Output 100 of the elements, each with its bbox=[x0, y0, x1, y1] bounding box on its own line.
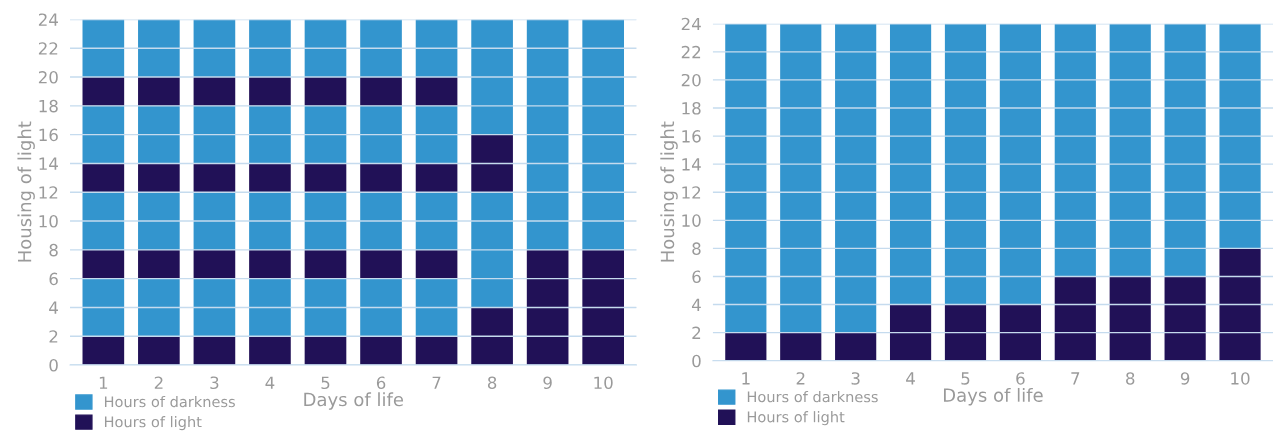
y-tick-label: 2 bbox=[692, 326, 701, 339]
bar bbox=[582, 249, 624, 366]
y-tick-label: 16 bbox=[39, 128, 58, 142]
bar bbox=[304, 19, 347, 78]
bar bbox=[304, 105, 347, 164]
bar bbox=[193, 19, 236, 78]
bar bbox=[471, 192, 513, 308]
bar bbox=[193, 278, 236, 337]
bar bbox=[82, 105, 125, 164]
bar bbox=[82, 192, 125, 250]
x-tick-label: 4 bbox=[906, 372, 915, 385]
bar bbox=[415, 19, 458, 78]
y-tick-label: 0 bbox=[49, 359, 58, 372]
bar bbox=[304, 163, 347, 193]
bar bbox=[944, 304, 987, 361]
bar bbox=[82, 163, 125, 193]
bar bbox=[1054, 23, 1096, 277]
x-tick-label: 6 bbox=[1016, 372, 1025, 385]
x-tick-label: 8 bbox=[487, 376, 497, 390]
bar bbox=[1164, 23, 1206, 277]
bar bbox=[725, 23, 767, 333]
bar bbox=[835, 23, 877, 333]
bar bbox=[82, 278, 125, 337]
bar bbox=[193, 105, 236, 164]
x-tick-label: 7 bbox=[432, 376, 441, 389]
y-tick-label: 10 bbox=[39, 215, 58, 228]
x-tick-label: 2 bbox=[796, 372, 805, 385]
x-tick-label: 10 bbox=[594, 376, 613, 390]
y-tick-label: 4 bbox=[691, 298, 701, 311]
bar bbox=[1164, 276, 1206, 361]
bar bbox=[415, 105, 458, 164]
bar bbox=[415, 163, 458, 193]
bar bbox=[138, 278, 180, 337]
x-tick-label: 9 bbox=[1180, 372, 1190, 385]
bar bbox=[249, 19, 291, 78]
bar bbox=[360, 19, 402, 78]
bar bbox=[780, 332, 822, 361]
bar bbox=[82, 19, 125, 78]
y-tick-label: 14 bbox=[682, 158, 701, 171]
bar bbox=[999, 23, 1041, 305]
bar bbox=[138, 105, 180, 164]
bar bbox=[304, 249, 347, 279]
bar bbox=[249, 192, 291, 250]
x-tick-label: 1 bbox=[99, 376, 108, 389]
bar bbox=[360, 192, 402, 250]
bar bbox=[360, 105, 402, 164]
legend-label: Hours of darkness bbox=[747, 391, 878, 403]
x-axis-title: Days of life bbox=[943, 387, 1043, 406]
y-tick-label: 20 bbox=[681, 73, 701, 87]
y-tick-label: 24 bbox=[38, 13, 58, 26]
bar bbox=[415, 77, 458, 106]
bar bbox=[415, 336, 458, 366]
bar bbox=[193, 77, 236, 106]
bar bbox=[304, 77, 347, 106]
bar bbox=[471, 134, 513, 193]
y-tick-label: 10 bbox=[682, 214, 701, 227]
y-tick-label: 8 bbox=[692, 242, 701, 255]
bar bbox=[304, 336, 347, 366]
y-tick-label: 16 bbox=[682, 130, 701, 143]
bar bbox=[193, 336, 236, 366]
bar bbox=[944, 23, 987, 305]
y-tick-label: 18 bbox=[682, 101, 701, 115]
y-tick-label: 4 bbox=[49, 301, 58, 314]
bar bbox=[999, 304, 1041, 361]
y-tick-label: 6 bbox=[49, 272, 58, 286]
bar bbox=[249, 336, 291, 366]
bar bbox=[1109, 276, 1151, 361]
bar bbox=[249, 77, 291, 106]
y-tick-label: 0 bbox=[692, 354, 701, 368]
x-tick-label: 9 bbox=[543, 376, 552, 390]
x-tick-label: 5 bbox=[321, 376, 330, 390]
bar bbox=[82, 77, 125, 106]
bar bbox=[415, 278, 458, 337]
bar bbox=[725, 332, 767, 361]
x-tick-label: 3 bbox=[851, 372, 860, 385]
x-tick-label: 4 bbox=[265, 376, 275, 389]
y-tick-label: 12 bbox=[39, 186, 58, 199]
bar bbox=[193, 192, 236, 250]
bar bbox=[780, 23, 822, 333]
bar bbox=[415, 249, 458, 279]
bar bbox=[471, 307, 513, 366]
bar bbox=[304, 278, 347, 337]
y-tick-label: 14 bbox=[39, 157, 58, 170]
x-tick-label: 3 bbox=[210, 376, 219, 390]
bar bbox=[360, 163, 402, 193]
y-tick-label: 22 bbox=[38, 42, 58, 55]
bar bbox=[415, 192, 458, 250]
bar bbox=[889, 23, 932, 305]
y-tick-label: 6 bbox=[692, 270, 701, 284]
bar bbox=[582, 19, 624, 250]
bar bbox=[82, 336, 125, 366]
bar bbox=[138, 336, 180, 366]
x-axis-title: Days of life bbox=[304, 392, 404, 410]
y-tick-label: 18 bbox=[39, 99, 58, 113]
bar bbox=[835, 332, 877, 361]
bar bbox=[360, 278, 402, 337]
x-tick-label: 6 bbox=[376, 376, 386, 390]
y-axis-title: Housing of light bbox=[17, 121, 35, 262]
bar bbox=[138, 192, 180, 250]
bar bbox=[249, 278, 291, 337]
